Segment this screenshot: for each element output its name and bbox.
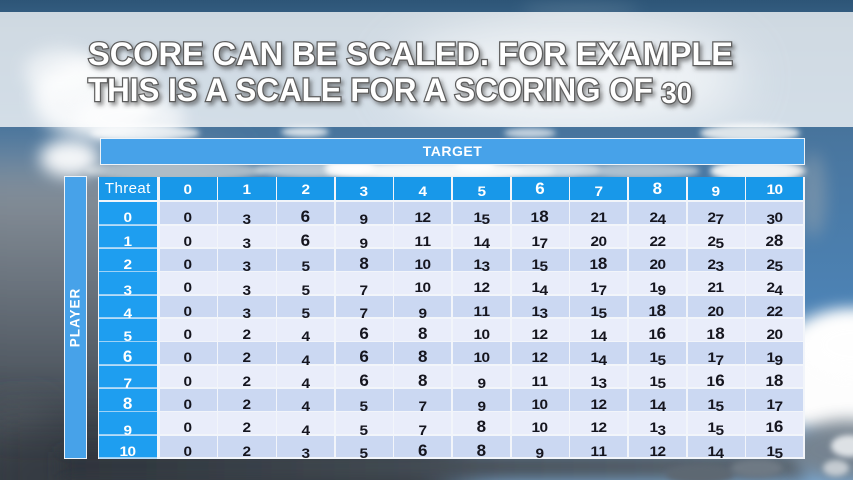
svg-text:THIS IS A SCALE FOR A SCORING: THIS IS A SCALE FOR A SCORING OF 30 [88,72,692,110]
svg-text:SCORE CAN BE SCALED. FOR EXAMP: SCORE CAN BE SCALED. FOR EXAMPLE [88,36,733,72]
